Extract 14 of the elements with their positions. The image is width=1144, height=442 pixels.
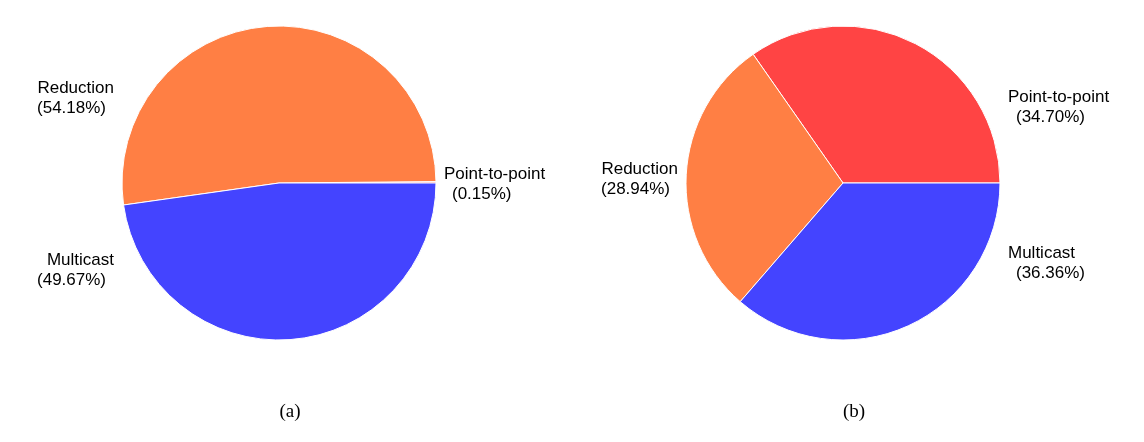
slice-label: Point-to-point (1008, 87, 1110, 107)
text: (a) (278, 400, 302, 422)
data-label: (34.70%) (1016, 107, 1085, 127)
slice-label: Multicast (46, 250, 115, 270)
data-label: (36.36%) (1016, 262, 1085, 282)
slice-label: Reduction (37, 77, 114, 97)
slice-label: Multicast (1008, 242, 1076, 262)
data-label: (28.94%) (601, 179, 670, 199)
data-label: (0.15%) (452, 183, 512, 203)
data-label: (49.67%) (37, 270, 106, 290)
data-label: (54.18%) (37, 97, 106, 117)
text: (b) (841, 400, 867, 422)
slice-label: Point-to-point (444, 163, 546, 183)
slice-label: Reduction (601, 159, 678, 179)
